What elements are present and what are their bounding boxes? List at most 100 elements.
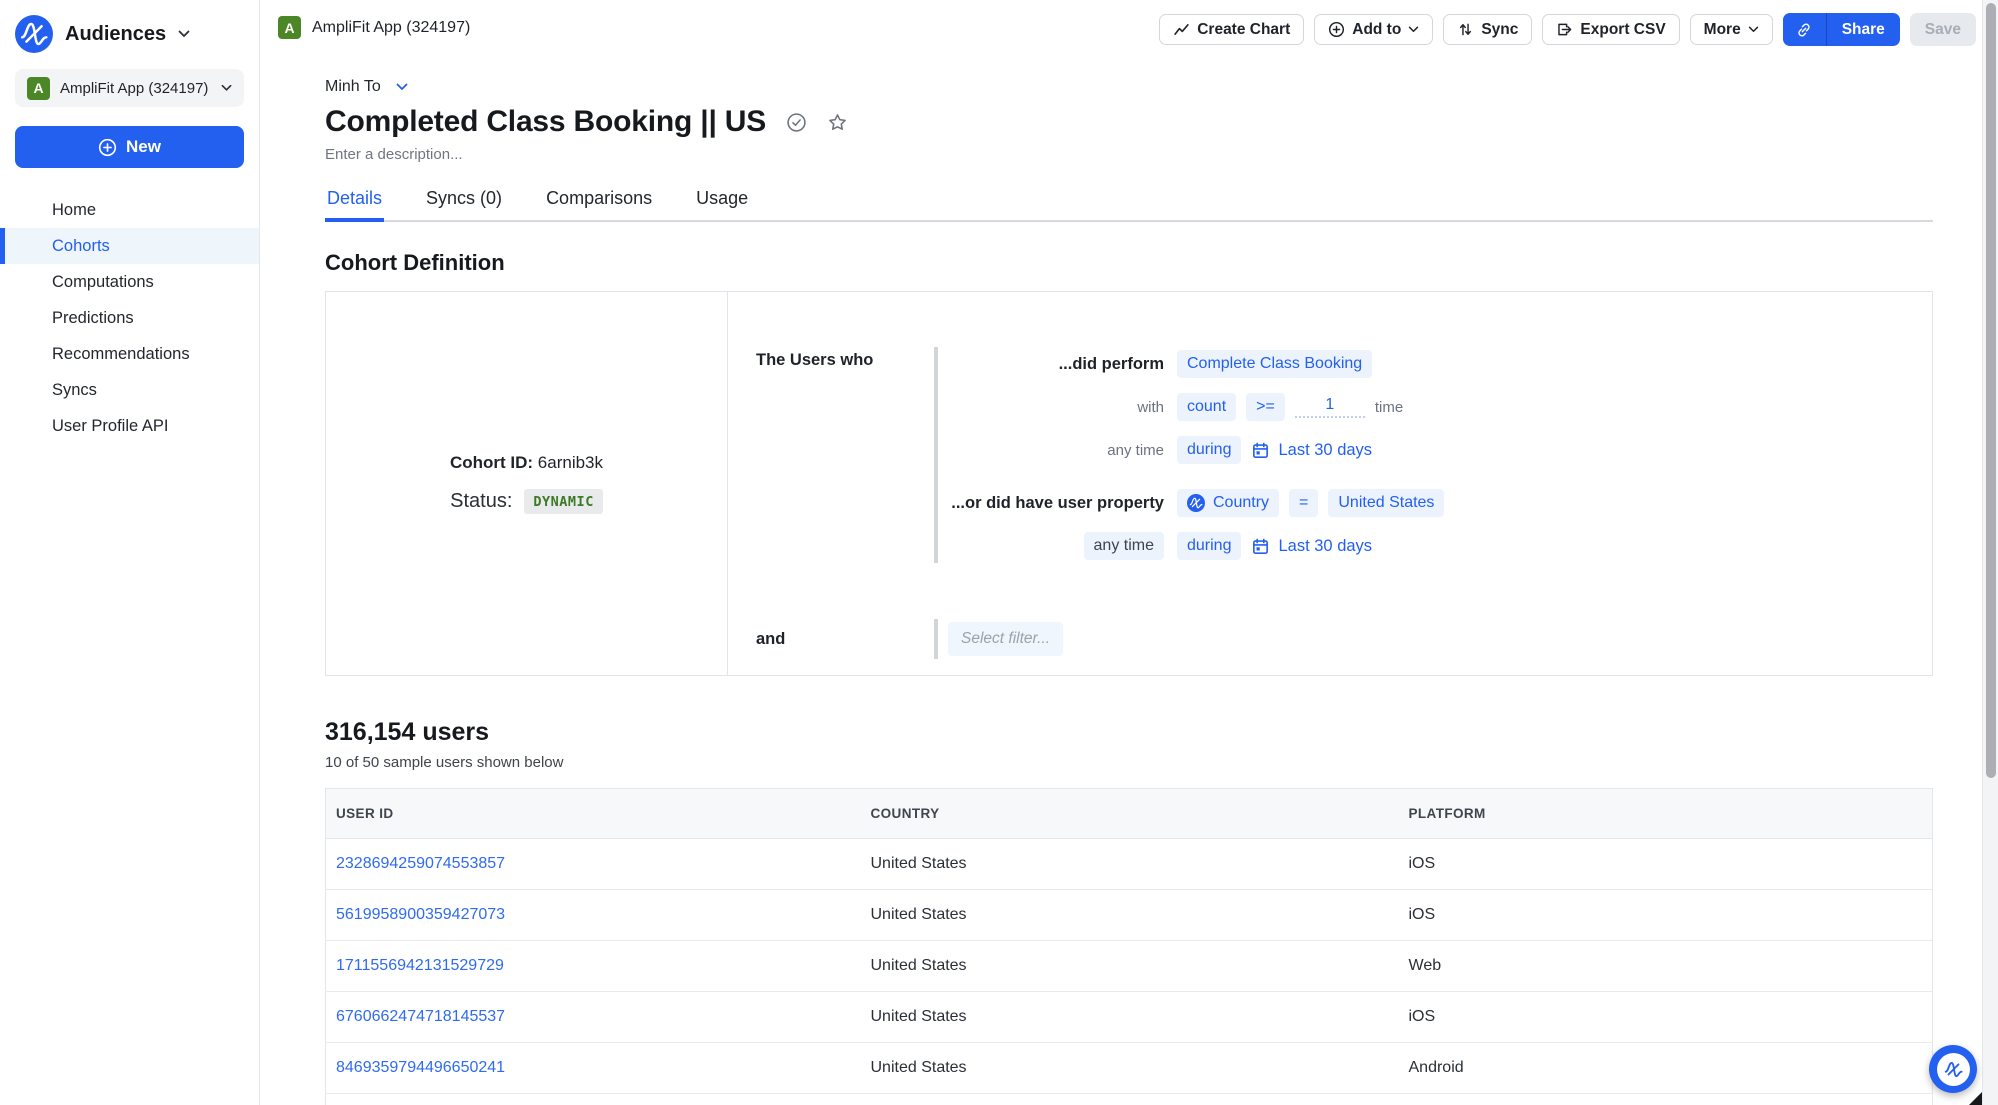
user-id-link[interactable]: 5619958900359427073 — [325, 889, 861, 941]
page-title[interactable]: Completed Class Booking || US — [325, 105, 767, 138]
tab-comparisons[interactable]: Comparisons — [546, 188, 653, 208]
column-header-user-id: USER ID — [325, 788, 861, 839]
topbar-project-label: A AmpliFit App (324197) — [278, 16, 470, 39]
sidebar-item-computations[interactable]: Computations — [0, 264, 259, 300]
user-id-link[interactable]: 7923250550176053249 — [325, 1093, 861, 1105]
plus-circle-icon — [98, 138, 117, 157]
user-id-link[interactable]: 6760662474718145537 — [325, 991, 861, 1043]
user-id-link[interactable]: 8469359794496650241 — [325, 1042, 861, 1094]
sidebar: Audiences A AmpliFit App (324197) New Ho… — [0, 0, 260, 1105]
sync-arrows-icon — [1457, 21, 1474, 38]
project-selector[interactable]: A AmpliFit App (324197) — [15, 69, 244, 107]
description-field[interactable]: Enter a description... — [325, 146, 463, 163]
sidebar-item-home[interactable]: Home — [0, 192, 259, 228]
column-header-platform: PLATFORM — [1398, 788, 1933, 839]
property-value-chip[interactable]: United States — [1328, 489, 1445, 517]
definition-builder: The Users who ...did perform Complete Cl… — [728, 292, 1932, 675]
sync-label: Sync — [1481, 20, 1519, 38]
star-icon[interactable] — [827, 112, 848, 133]
platform-cell: iOS — [1398, 991, 1933, 1043]
sync-button[interactable]: Sync — [1443, 14, 1533, 45]
event-chip[interactable]: Complete Class Booking — [1177, 350, 1373, 378]
product-switcher[interactable]: Audiences — [0, 0, 259, 53]
user-id-link[interactable]: 1711556942131529729 — [325, 940, 861, 992]
clause-bar — [934, 619, 938, 659]
sidebar-nav: Home Cohorts Computations Predictions Re… — [0, 192, 259, 444]
check-circle-icon[interactable] — [786, 112, 807, 133]
property-label: ...or did have user property — [951, 493, 1164, 512]
perform-label: ...did perform — [1058, 354, 1164, 373]
country-cell: United States — [860, 1042, 1399, 1094]
chevron-down-icon — [1408, 26, 1419, 33]
cursor-artifact — [1969, 1092, 1982, 1105]
select-filter-input[interactable]: Select filter... — [948, 622, 1064, 656]
time-suffix: time — [1374, 398, 1404, 416]
project-badge: A — [278, 16, 301, 39]
daterange-picker[interactable]: Last 30 days — [1251, 441, 1372, 460]
chevron-down-icon — [221, 84, 232, 92]
platform-cell: Android — [1398, 1042, 1933, 1094]
more-button[interactable]: More — [1689, 14, 1773, 45]
help-fab-button[interactable] — [1929, 1045, 1977, 1093]
owner-dropdown[interactable]: Minh To — [325, 78, 1933, 96]
sidebar-item-syncs[interactable]: Syncs — [0, 372, 259, 408]
share-button[interactable]: Share — [1841, 20, 1885, 38]
create-chart-label: Create Chart — [1197, 20, 1291, 38]
cohort-id-label: Cohort ID: — [449, 453, 534, 472]
table-row: 7923250550176053249 United States Web — [325, 1093, 1933, 1105]
platform-cell: Web — [1398, 940, 1933, 992]
tab-usage[interactable]: Usage — [696, 188, 749, 208]
user-id-link[interactable]: 2328694259074553857 — [325, 838, 861, 890]
chevron-down-icon — [396, 83, 408, 91]
line-chart-icon — [1173, 21, 1190, 38]
more-label: More — [1703, 20, 1741, 38]
property-row: ...or did have user property Country = U… — [938, 488, 1445, 518]
during-chip[interactable]: during — [1177, 436, 1242, 464]
table-row: 5619958900359427073 United States iOS — [325, 889, 1933, 941]
project-name: AmpliFit App (324197) — [60, 79, 209, 97]
sample-users-table: USER ID COUNTRY PLATFORM 232869425907455… — [325, 788, 1933, 1105]
during-chip[interactable]: during — [1177, 532, 1242, 560]
calendar-icon — [1251, 537, 1270, 556]
sidebar-item-user-profile-api[interactable]: User Profile API — [0, 408, 259, 444]
amplitude-logo-icon — [15, 15, 53, 53]
sidebar-item-predictions[interactable]: Predictions — [0, 300, 259, 336]
cohort-definition-heading: Cohort Definition — [325, 250, 505, 275]
table-row: 6760662474718145537 United States iOS — [325, 991, 1933, 1043]
tab-syncs[interactable]: Syncs (0) — [426, 188, 503, 208]
new-button[interactable]: New — [15, 126, 244, 168]
table-row: 1711556942131529729 United States Web — [325, 940, 1933, 992]
save-button[interactable]: Save — [1909, 13, 1976, 46]
sidebar-item-label: Computations — [52, 272, 154, 291]
create-chart-button[interactable]: Create Chart — [1159, 14, 1305, 45]
sidebar-item-label: Recommendations — [52, 344, 190, 363]
count-chip[interactable]: count — [1177, 393, 1237, 421]
cohort-definition-card: Cohort ID: 6arnib3k Status: DYNAMIC The … — [325, 291, 1933, 676]
sidebar-item-label: Predictions — [52, 308, 134, 327]
users-count-heading: 316,154 users — [325, 718, 490, 746]
operator-chip[interactable]: >= — [1246, 393, 1285, 421]
daterange-picker[interactable]: Last 30 days — [1251, 537, 1372, 556]
sidebar-item-recommendations[interactable]: Recommendations — [0, 336, 259, 372]
copy-link-button[interactable] — [1783, 13, 1827, 46]
status-badge: DYNAMIC — [524, 489, 603, 514]
link-icon — [1795, 21, 1813, 39]
chevron-down-icon — [1748, 26, 1759, 33]
equals-chip[interactable]: = — [1289, 489, 1319, 517]
vertical-scrollbar[interactable] — [1982, 0, 1998, 1105]
sidebar-item-cohorts[interactable]: Cohorts — [0, 228, 259, 264]
cohort-meta-panel: Cohort ID: 6arnib3k Status: DYNAMIC — [326, 292, 728, 675]
add-to-button[interactable]: Add to — [1314, 14, 1434, 45]
table-header-row: USER ID COUNTRY PLATFORM — [325, 788, 1933, 839]
tab-details[interactable]: Details — [325, 180, 385, 222]
anytime-chip[interactable]: any time — [1083, 532, 1164, 560]
scrollbar-thumb[interactable] — [1986, 3, 1996, 778]
property-chip[interactable]: Country — [1177, 489, 1280, 517]
table-row: 2328694259074553857 United States iOS — [325, 838, 1933, 890]
export-csv-button[interactable]: Export CSV — [1542, 14, 1680, 45]
column-header-country: COUNTRY — [860, 788, 1399, 839]
count-value-input[interactable]: 1 — [1294, 396, 1365, 418]
sidebar-item-label: Home — [52, 200, 97, 219]
tab-bar: Details Syncs (0) Comparisons Usage — [325, 180, 1933, 222]
timerange-row-1: any time during Last 30 days — [938, 435, 1444, 465]
